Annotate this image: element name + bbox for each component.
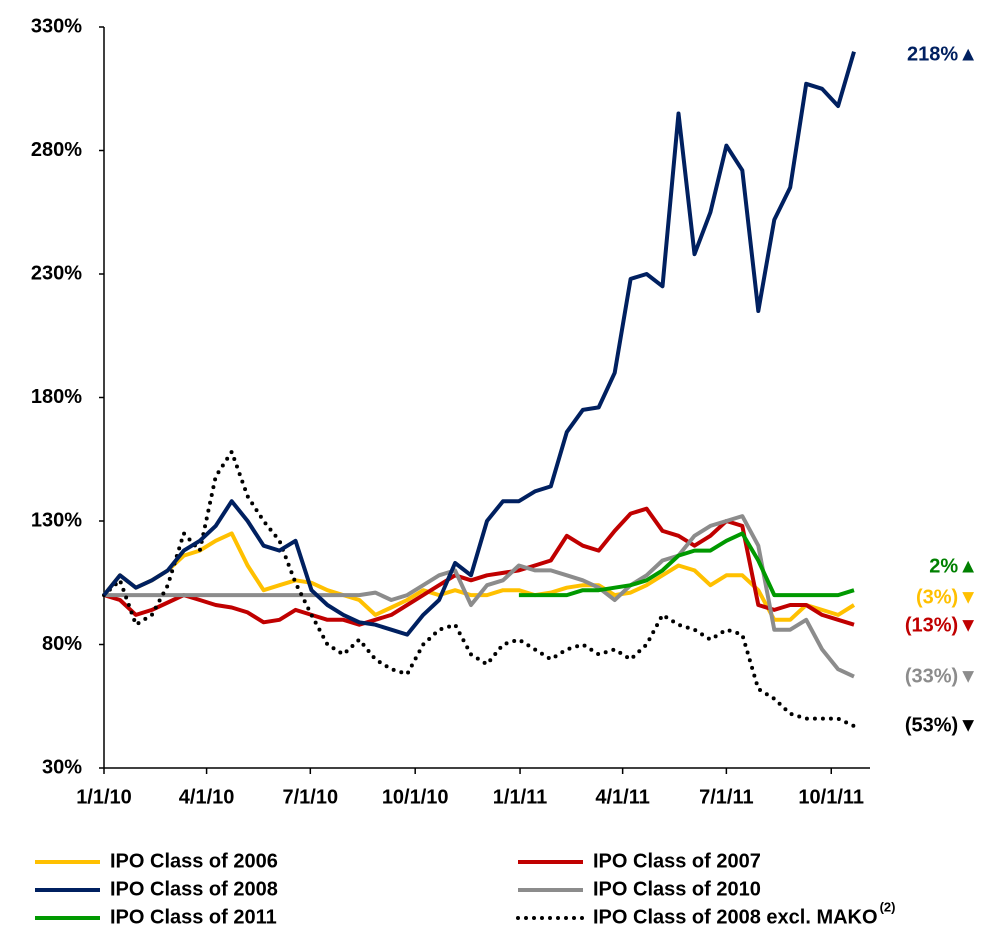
x-tick-label: 7/1/11 (699, 786, 754, 808)
end-annotation: 2%▲ (929, 555, 978, 577)
x-tick-label: 1/1/11 (493, 786, 548, 808)
end-annotation: (3%)▼ (916, 586, 978, 608)
x-tick-label: 7/1/10 (283, 786, 339, 808)
legend-label: IPO Class of 2008 (110, 878, 278, 900)
legend-label: IPO Class of 2011 (110, 906, 277, 928)
y-tick-label: 30% (42, 756, 82, 778)
end-annotation: 218%▲ (907, 43, 978, 65)
y-tick-label: 80% (42, 633, 82, 655)
end-annotation: (33%)▼ (905, 665, 978, 687)
series-line (102, 449, 856, 728)
legend-label: IPO Class of 2007 (593, 850, 761, 872)
x-tick-label: 4/1/10 (179, 786, 235, 808)
x-tick-label: 10/1/11 (798, 786, 864, 808)
end-annotation: (13%)▼ (905, 614, 978, 636)
series-line (518, 531, 855, 598)
series-line (104, 514, 855, 679)
x-tick-label: 4/1/11 (595, 786, 650, 808)
legend-label: IPO Class of 2006 (110, 850, 278, 872)
legend-label: IPO Class of 2010 (593, 878, 761, 900)
x-tick-label: 1/1/10 (76, 786, 132, 808)
end-annotation: (53%)▼ (905, 714, 978, 736)
y-tick-label: 180% (31, 386, 82, 408)
y-tick-label: 130% (31, 509, 82, 531)
y-tick-label: 280% (31, 139, 82, 161)
y-tick-label: 230% (31, 262, 82, 284)
series-line (102, 51, 856, 637)
legend-label: IPO Class of 2008 excl. MAKO (593, 906, 878, 928)
legend-note: (2) (880, 899, 896, 914)
x-tick-label: 10/1/10 (382, 786, 449, 808)
y-tick-label: 330% (31, 15, 82, 37)
